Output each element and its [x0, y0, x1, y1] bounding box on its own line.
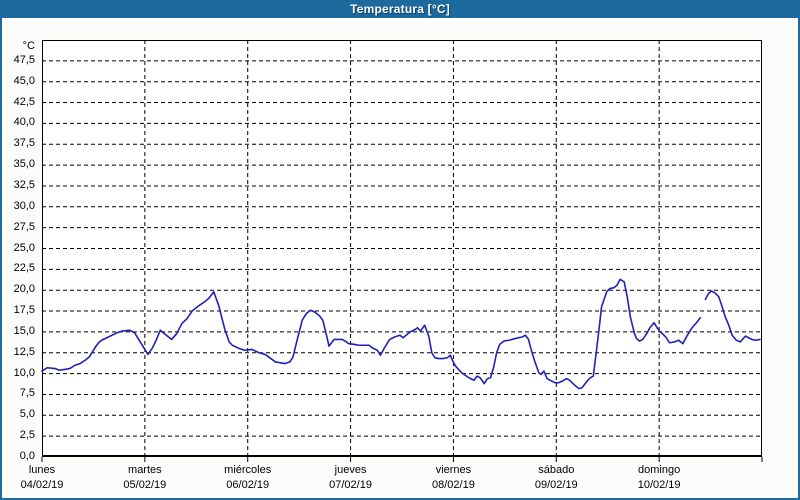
x-day-label: viernes 08/02/19 — [401, 463, 505, 493]
y-tick-label: 32,5 — [13, 178, 35, 191]
y-tick-label: 35,0 — [13, 158, 35, 171]
x-day-label: domingo 10/02/19 — [607, 463, 711, 493]
window-title: Temperatura [°C] — [350, 2, 450, 16]
day-date: 05/02/19 — [123, 479, 167, 491]
day-date: 08/02/19 — [432, 479, 475, 491]
x-day-label: jueves 07/02/19 — [299, 463, 403, 493]
day-date: 10/02/19 — [637, 479, 681, 491]
day-date: 07/02/19 — [329, 479, 372, 491]
temperature-line — [41, 278, 761, 390]
x-day-label: lunes 04/02/19 — [2, 463, 94, 493]
day-name: lunes — [28, 464, 56, 476]
day-name: miércoles — [224, 464, 272, 476]
y-tick-label: 15,0 — [13, 324, 35, 337]
y-tick-label: 40,0 — [13, 116, 35, 129]
y-tick-label: 47,5 — [13, 53, 35, 66]
y-tick-label: 42,5 — [13, 95, 35, 108]
day-name: sábado — [538, 464, 575, 476]
y-tick-label: 12,5 — [13, 345, 35, 358]
day-name: domingo — [638, 464, 681, 476]
y-tick-label: 30,0 — [13, 199, 35, 212]
y-tick-label: 25,0 — [13, 241, 35, 254]
y-tick-label: 5,0 — [19, 408, 35, 421]
y-tick-label: 0,0 — [19, 450, 35, 462]
x-day-label: sábado 09/02/19 — [504, 463, 608, 493]
plot-svg — [41, 40, 763, 462]
x-day-label: miércoles 06/02/19 — [196, 463, 300, 493]
y-tick-label: 45,0 — [13, 74, 35, 87]
y-tick-label: 20,0 — [13, 283, 35, 296]
y-axis-unit: °C — [22, 40, 35, 52]
y-tick-label: 10,0 — [13, 366, 35, 379]
y-tick-label: 27,5 — [13, 220, 35, 233]
y-tick-label: 2,5 — [19, 429, 35, 442]
y-tick-label: 17,5 — [13, 304, 35, 317]
day-name: martes — [128, 464, 162, 476]
y-tick-label: 7,5 — [19, 387, 35, 400]
day-date: 09/02/19 — [534, 479, 578, 491]
day-date: 06/02/19 — [226, 479, 270, 491]
y-tick-label: 37,5 — [13, 137, 35, 150]
day-name: viernes — [435, 464, 472, 476]
y-tick-label: 22,5 — [13, 262, 35, 275]
x-day-label: martes 05/02/19 — [93, 463, 197, 493]
day-name: jueves — [334, 464, 367, 476]
day-date: 04/02/19 — [20, 479, 64, 491]
title-bar: Temperatura [°C] — [2, 0, 798, 18]
